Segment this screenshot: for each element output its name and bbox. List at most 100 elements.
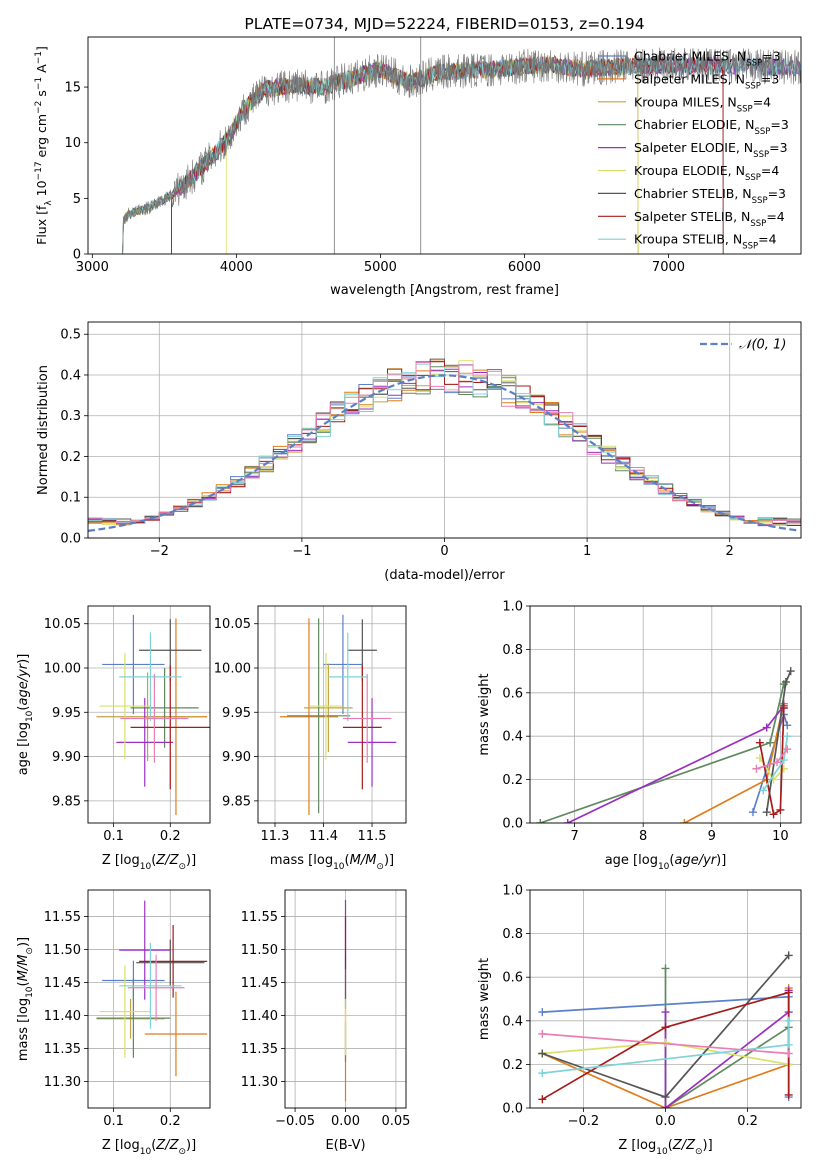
errorbar-point <box>139 925 208 998</box>
y-tick-label: 0.4 <box>60 368 81 383</box>
axes-frame <box>87 36 802 255</box>
weight-marker <box>784 951 793 960</box>
weight-line <box>758 707 785 816</box>
y-tick-label: 11.35 <box>44 1042 81 1057</box>
axes-frame <box>529 605 802 824</box>
errorbar-point <box>127 954 185 1021</box>
y-tick-label: 11.55 <box>241 910 278 925</box>
weight-marker <box>779 756 788 765</box>
weight-marker <box>661 1008 670 1017</box>
y-tick-label: 0.1 <box>60 491 81 506</box>
errorbar-point <box>102 614 165 715</box>
x-tick-label: 9 <box>708 829 716 844</box>
y-axis-label: mass weight <box>477 673 492 755</box>
weight-vs-metallicity-chart: −0.2 0.0 0.2 0.0 0.2 0.4 0.6 0.8 1.0 Z [log10(Z/Z… <box>477 884 802 1157</box>
weight-series <box>536 680 788 823</box>
x-tick-label: 3000 <box>76 260 109 275</box>
y-tick-label: 11.55 <box>44 910 81 925</box>
legend-label: 𝒩(0, 1) <box>739 338 786 353</box>
age-vs-mass-chart: 11.3 11.4 11.5 9.85 9.90 9.95 10.00 10.05 mass [… <box>214 605 407 872</box>
x-tick-label: 1 <box>583 544 591 559</box>
y-tick-label: 10.00 <box>44 662 81 677</box>
y-tick-label: 0.4 <box>502 1014 523 1029</box>
errorbar-point <box>99 652 151 760</box>
weight-marker <box>766 738 775 747</box>
weight-series <box>755 703 788 819</box>
errorbar-point <box>130 665 210 790</box>
y-tick-label: 0.0 <box>60 532 81 547</box>
x-axis-label: wavelength [Angstrom, rest frame] <box>330 283 559 298</box>
x-axis-label: mass [log10(M/M⊙)] <box>270 853 394 872</box>
weight-marker <box>772 758 781 767</box>
residual-histogram <box>88 362 801 525</box>
x-tick-label: 7000 <box>652 260 685 275</box>
x-axis-label: age [log10(age/yr)] <box>605 853 727 872</box>
x-tick-label: 2 <box>726 544 734 559</box>
legend-label: Kroupa STELIB, NSSP=4 <box>634 232 777 252</box>
errorbar-point <box>119 900 171 1000</box>
weight-marker <box>538 1095 547 1104</box>
x-tick-label: 10 <box>772 829 789 844</box>
mass-vs-metallicity-chart: 0.1 0.2 11.30 11.35 11.40 11.45 11.50 11.55 Z [l… <box>16 889 211 1157</box>
errorbar-point <box>116 698 174 787</box>
weight-series <box>538 1016 793 1078</box>
x-tick-label: 11.3 <box>261 829 290 844</box>
normal-curve <box>87 374 799 532</box>
y-tick-label: 0.4 <box>502 730 523 745</box>
x-tick-label: 4000 <box>220 260 253 275</box>
weight-marker <box>661 964 670 973</box>
errorbar-point <box>304 663 353 753</box>
residuals-chart: −2 −1 0 1 2 0.0 0.1 0.2 0.3 0.4 0.5 (data-model)/er… <box>36 321 802 583</box>
y-tick-label: 0.0 <box>502 817 523 832</box>
observed-spectrum-line <box>122 47 801 254</box>
weight-line <box>567 705 785 823</box>
errorbar-point <box>120 674 189 763</box>
weight-series <box>759 732 792 795</box>
y-tick-label: 0.8 <box>502 927 523 942</box>
legend-label: Salpeter MILES, NSSP=3 <box>634 71 779 91</box>
weight-marker <box>752 764 761 773</box>
weight-marker <box>661 1093 670 1102</box>
axes-frame <box>529 889 802 1109</box>
errorbar-point <box>130 668 199 748</box>
x-tick-label: 5000 <box>364 260 397 275</box>
errorbar-point <box>328 632 368 722</box>
y-tick-label: 0.6 <box>502 686 523 701</box>
y-tick-label: 10.05 <box>44 617 81 632</box>
y-tick-label: 0.6 <box>502 971 523 986</box>
x-tick-label: −2 <box>150 544 169 559</box>
weight-marker <box>776 805 785 814</box>
errorbar-point <box>136 939 205 986</box>
weight-marker <box>762 808 771 817</box>
y-tick-label: 11.50 <box>44 943 81 958</box>
y-tick-label: 15 <box>64 81 81 96</box>
y-tick-label: 11.30 <box>241 1075 278 1090</box>
weight-marker <box>538 1008 547 1017</box>
y-tick-label: 0.2 <box>60 450 81 465</box>
weight-marker <box>680 819 689 823</box>
weight-marker <box>536 819 545 823</box>
y-tick-label: 9.85 <box>222 794 251 809</box>
legend-label: Kroupa ELODIE, NSSP=4 <box>634 163 779 183</box>
legend-label: Chabrier MILES, NSSP=3 <box>634 49 781 69</box>
y-axis-label: mass weight <box>477 958 492 1040</box>
y-tick-label: 0.0 <box>502 1102 523 1117</box>
weight-series <box>752 745 792 773</box>
y-tick-label: 0 <box>73 248 81 263</box>
x-tick-label: 0.1 <box>103 1114 124 1129</box>
x-tick-label: −1 <box>292 544 311 559</box>
weight-marker <box>784 1040 793 1049</box>
x-axis-label: Z [log10(Z/Z⊙)] <box>102 853 196 872</box>
errorbar-point <box>96 999 165 1039</box>
errorbar-point <box>347 698 397 787</box>
weight-marker <box>783 721 792 730</box>
weight-marker <box>755 738 764 747</box>
errorbar-point <box>279 618 339 816</box>
age-vs-metallicity-chart: 0.1 0.2 9.85 9.90 9.95 10.00 10.05 Z [log10(Z/Z… <box>16 605 211 872</box>
residuals-legend: 𝒩(0, 1) <box>700 338 786 353</box>
y-tick-label: 11.45 <box>241 976 278 991</box>
x-axis-label: (data-model)/error <box>384 568 505 583</box>
weight-marker <box>786 667 795 676</box>
